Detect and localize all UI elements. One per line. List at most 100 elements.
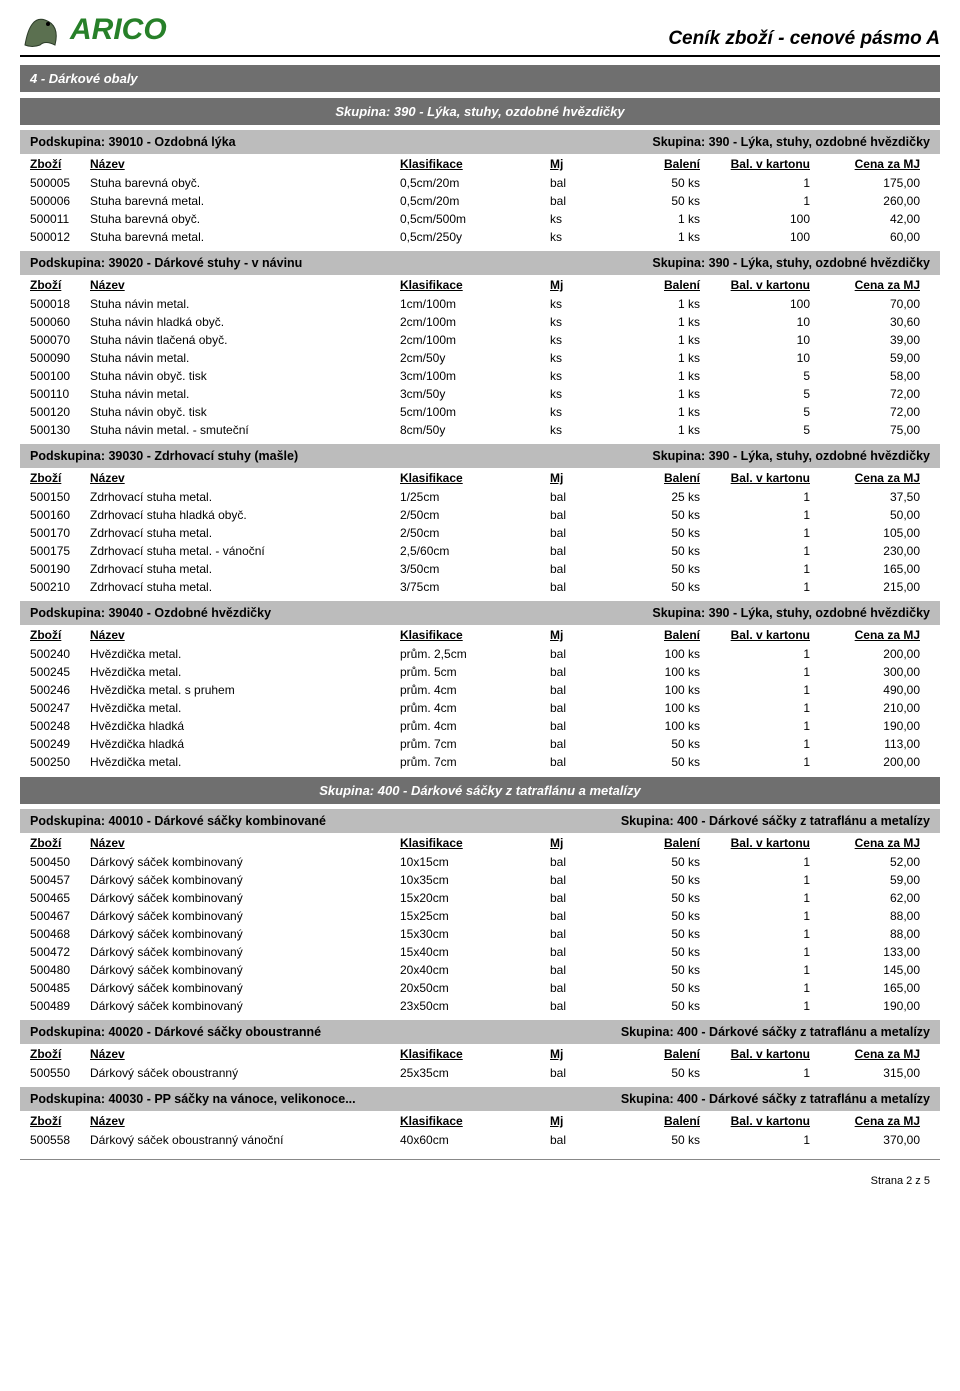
podskupina-right: Skupina: 390 - Lýka, stuhy, ozdobné hvěz… — [652, 256, 930, 270]
cell-klas: 0,5cm/20m — [400, 194, 550, 208]
col-kart: Bal. v kartonu — [700, 628, 810, 642]
cell-mj: bal — [550, 1133, 620, 1147]
cell-mj: bal — [550, 683, 620, 697]
cell-name: Stuha návin metal. — [90, 387, 400, 401]
cell-kart: 1 — [700, 855, 810, 869]
table-row: 500550Dárkový sáček oboustranný25x35cmba… — [20, 1064, 940, 1082]
podskupina-band: Podskupina: 40020 - Dárkové sáčky oboust… — [20, 1020, 940, 1044]
col-kart: Bal. v kartonu — [700, 157, 810, 171]
cell-cena: 113,00 — [810, 737, 920, 751]
cell-mj: bal — [550, 719, 620, 733]
cell-klas: prům. 7cm — [400, 755, 550, 769]
col-cena: Cena za MJ — [810, 628, 920, 642]
cell-klas: 2cm/100m — [400, 315, 550, 329]
col-klas: Klasifikace — [400, 1047, 550, 1061]
cell-cena: 215,00 — [810, 580, 920, 594]
cell-bal: 100 ks — [620, 719, 700, 733]
cell-mj: bal — [550, 544, 620, 558]
col-zbozi: Zboží — [30, 628, 90, 642]
cell-kart: 1 — [700, 891, 810, 905]
cell-kart: 1 — [700, 562, 810, 576]
cell-mj: bal — [550, 981, 620, 995]
cell-kart: 1 — [700, 999, 810, 1013]
cell-klas: prům. 4cm — [400, 683, 550, 697]
cell-klas: 1/25cm — [400, 490, 550, 504]
podskupina-band: Podskupina: 39030 - Zdrhovací stuhy (maš… — [20, 444, 940, 468]
cell-cena: 260,00 — [810, 194, 920, 208]
logo-text-2: ICO — [113, 13, 166, 47]
cell-name: Stuha návin obyč. tisk — [90, 369, 400, 383]
cell-mj: ks — [550, 212, 620, 226]
col-mj: Mj — [550, 1114, 620, 1128]
col-bal: Balení — [620, 157, 700, 171]
cell-cena: 39,00 — [810, 333, 920, 347]
cell-cena: 200,00 — [810, 647, 920, 661]
table-row: 500485Dárkový sáček kombinovaný20x50cmba… — [20, 979, 940, 997]
cell-cena: 72,00 — [810, 405, 920, 419]
cell-cena: 490,00 — [810, 683, 920, 697]
table-row: 500450Dárkový sáček kombinovaný10x15cmba… — [20, 853, 940, 871]
table-row: 500468Dárkový sáček kombinovaný15x30cmba… — [20, 925, 940, 943]
cell-klas: 15x40cm — [400, 945, 550, 959]
cell-kart: 1 — [700, 873, 810, 887]
col-zbozi: Zboží — [30, 1114, 90, 1128]
cell-kart: 1 — [700, 927, 810, 941]
col-nazev: Název — [90, 157, 400, 171]
table-row: 500210Zdrhovací stuha metal.3/75cmbal50 … — [20, 578, 940, 596]
cell-bal: 1 ks — [620, 297, 700, 311]
column-header-row: ZbožíNázevKlasifikaceMjBaleníBal. v kart… — [20, 1044, 940, 1064]
col-mj: Mj — [550, 278, 620, 292]
table-row: 500070Stuha návin tlačená obyč.2cm/100mk… — [20, 331, 940, 349]
cell-bal: 1 ks — [620, 351, 700, 365]
cell-klas: 23x50cm — [400, 999, 550, 1013]
cell-klas: prům. 7cm — [400, 737, 550, 751]
page-footer: Strana 2 z 5 — [20, 1159, 940, 1192]
cell-klas: 20x40cm — [400, 963, 550, 977]
cell-klas: 2,5/60cm — [400, 544, 550, 558]
table-row: 500247Hvězdička metal.prům. 4cmbal100 ks… — [20, 699, 940, 717]
cell-name: Dárkový sáček kombinovaný — [90, 909, 400, 923]
cell-name: Stuha barevná metal. — [90, 194, 400, 208]
cell-bal: 50 ks — [620, 945, 700, 959]
cell-code: 500130 — [30, 423, 90, 437]
cell-cena: 88,00 — [810, 909, 920, 923]
table-row: 500110Stuha návin metal.3cm/50yks1 ks572… — [20, 385, 940, 403]
cell-name: Dárkový sáček kombinovaný — [90, 855, 400, 869]
table-row: 500130Stuha návin metal. - smuteční8cm/5… — [20, 421, 940, 439]
table-row: 500489Dárkový sáček kombinovaný23x50cmba… — [20, 997, 940, 1015]
table-row: 500480Dárkový sáček kombinovaný20x40cmba… — [20, 961, 940, 979]
cell-kart: 10 — [700, 333, 810, 347]
col-kart: Bal. v kartonu — [700, 278, 810, 292]
cell-cena: 145,00 — [810, 963, 920, 977]
podskupina-left: Podskupina: 40030 - PP sáčky na vánoce, … — [30, 1092, 356, 1106]
cell-bal: 1 ks — [620, 423, 700, 437]
cell-code: 500248 — [30, 719, 90, 733]
cell-mj: bal — [550, 490, 620, 504]
cell-kart: 1 — [700, 719, 810, 733]
cell-code: 500100 — [30, 369, 90, 383]
table-row: 500472Dárkový sáček kombinovaný15x40cmba… — [20, 943, 940, 961]
cell-cena: 59,00 — [810, 873, 920, 887]
cell-klas: 2/50cm — [400, 508, 550, 522]
table-row: 500011Stuha barevná obyč.0,5cm/500mks1 k… — [20, 210, 940, 228]
cell-kart: 1 — [700, 945, 810, 959]
cell-klas: prům. 2,5cm — [400, 647, 550, 661]
cell-bal: 100 ks — [620, 665, 700, 679]
col-klas: Klasifikace — [400, 278, 550, 292]
table-row: 500248Hvězdička hladkáprům. 4cmbal100 ks… — [20, 717, 940, 735]
cell-mj: bal — [550, 945, 620, 959]
table-row: 500245Hvězdička metal.prům. 5cmbal100 ks… — [20, 663, 940, 681]
cell-cena: 200,00 — [810, 755, 920, 769]
podskupina-right: Skupina: 400 - Dárkové sáčky z tatraflán… — [621, 1025, 930, 1039]
podskupina-left: Podskupina: 39020 - Dárkové stuhy - v ná… — [30, 256, 302, 270]
cell-name: Zdrhovací stuha metal. - vánoční — [90, 544, 400, 558]
cell-name: Hvězdička metal. s pruhem — [90, 683, 400, 697]
col-cena: Cena za MJ — [810, 1114, 920, 1128]
table-row: 500249Hvězdička hladkáprům. 7cmbal50 ks1… — [20, 735, 940, 753]
cell-mj: bal — [550, 562, 620, 576]
cell-mj: bal — [550, 665, 620, 679]
cell-kart: 1 — [700, 580, 810, 594]
cell-klas: prům. 5cm — [400, 665, 550, 679]
cell-name: Stuha návin tlačená obyč. — [90, 333, 400, 347]
cell-bal: 50 ks — [620, 544, 700, 558]
